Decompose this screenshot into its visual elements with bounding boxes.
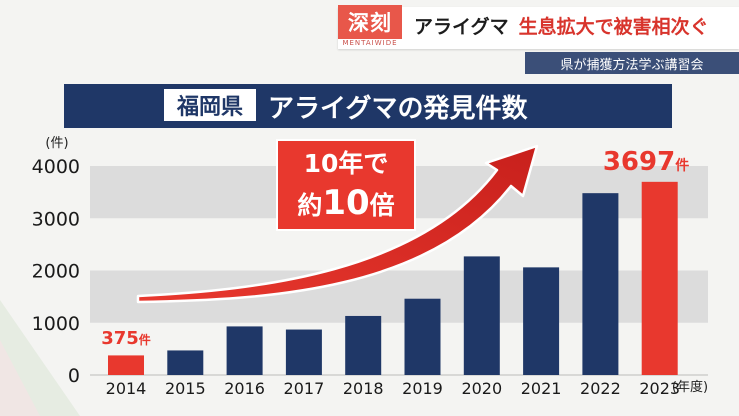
x-tick-label-2021: 2021 — [521, 379, 562, 398]
x-tick-label-2019: 2019 — [402, 379, 443, 398]
x-axis-unit: (年度) — [672, 379, 708, 395]
x-tick-label-2014: 2014 — [106, 379, 147, 398]
headline: アライグマ 生息拡大で被害相次ぐ — [414, 10, 709, 40]
x-tick-label-2020: 2020 — [461, 379, 502, 398]
y-tick-label: 1000 — [32, 313, 80, 335]
bar-2015 — [167, 350, 204, 375]
severity-tag: 深刻 — [338, 5, 402, 39]
bar-2023 — [641, 181, 678, 375]
y-axis-unit: (件) — [45, 136, 68, 151]
growth-arrow — [136, 144, 539, 304]
annotation-suffix: 倍 — [370, 191, 395, 220]
chart-title: アライグマの発見件数 — [268, 93, 528, 124]
value-label-2014-number: 375 — [101, 328, 139, 349]
y-tick-label: 4000 — [32, 156, 80, 178]
value-label-2023-unit: 件 — [675, 157, 689, 174]
y-tick-label: 0 — [68, 365, 80, 387]
annotation-prefix: 約 — [297, 191, 322, 220]
subheadline: 県が捕獲方法学ぶ講習会 — [525, 52, 739, 74]
y-tick-label: 3000 — [32, 208, 80, 230]
x-tick-label-2016: 2016 — [224, 379, 265, 398]
bar-2021 — [523, 267, 560, 375]
bar-2014 — [108, 355, 144, 375]
x-tick-label-2015: 2015 — [165, 379, 206, 398]
headline-subject: アライグマ — [414, 15, 509, 38]
annotation-number: 10 — [322, 183, 369, 223]
bar-2016 — [226, 326, 263, 375]
annotation-line2: 約10倍 — [297, 183, 394, 223]
chart-title-prefecture: 福岡県 — [164, 89, 256, 121]
value-label-2014: 375件 — [101, 328, 151, 349]
headline-main: 生息拡大で被害相次ぐ — [518, 15, 709, 38]
tag-subtitle: MENTAIWIDE — [342, 39, 398, 47]
bar-2019 — [404, 298, 441, 375]
x-tick-label-2017: 2017 — [284, 379, 325, 398]
y-tick-label: 2000 — [32, 261, 80, 283]
x-tick-label-2023: 2023 — [639, 379, 680, 398]
annotation-line1: 10年で — [304, 149, 389, 178]
bar-2017 — [285, 329, 322, 375]
x-tick-label-2022: 2022 — [580, 379, 621, 398]
value-label-2023: 3697件 — [603, 147, 689, 177]
value-label-2023-number: 3697 — [603, 147, 675, 177]
value-label-2014-unit: 件 — [139, 332, 151, 347]
bar-2018 — [345, 315, 382, 375]
annotation-box: 10年で 約10倍 — [276, 139, 416, 231]
bar-2022 — [582, 193, 619, 375]
x-tick-label-2018: 2018 — [343, 379, 384, 398]
bar-2020 — [463, 256, 500, 375]
news-banner — [338, 7, 739, 49]
